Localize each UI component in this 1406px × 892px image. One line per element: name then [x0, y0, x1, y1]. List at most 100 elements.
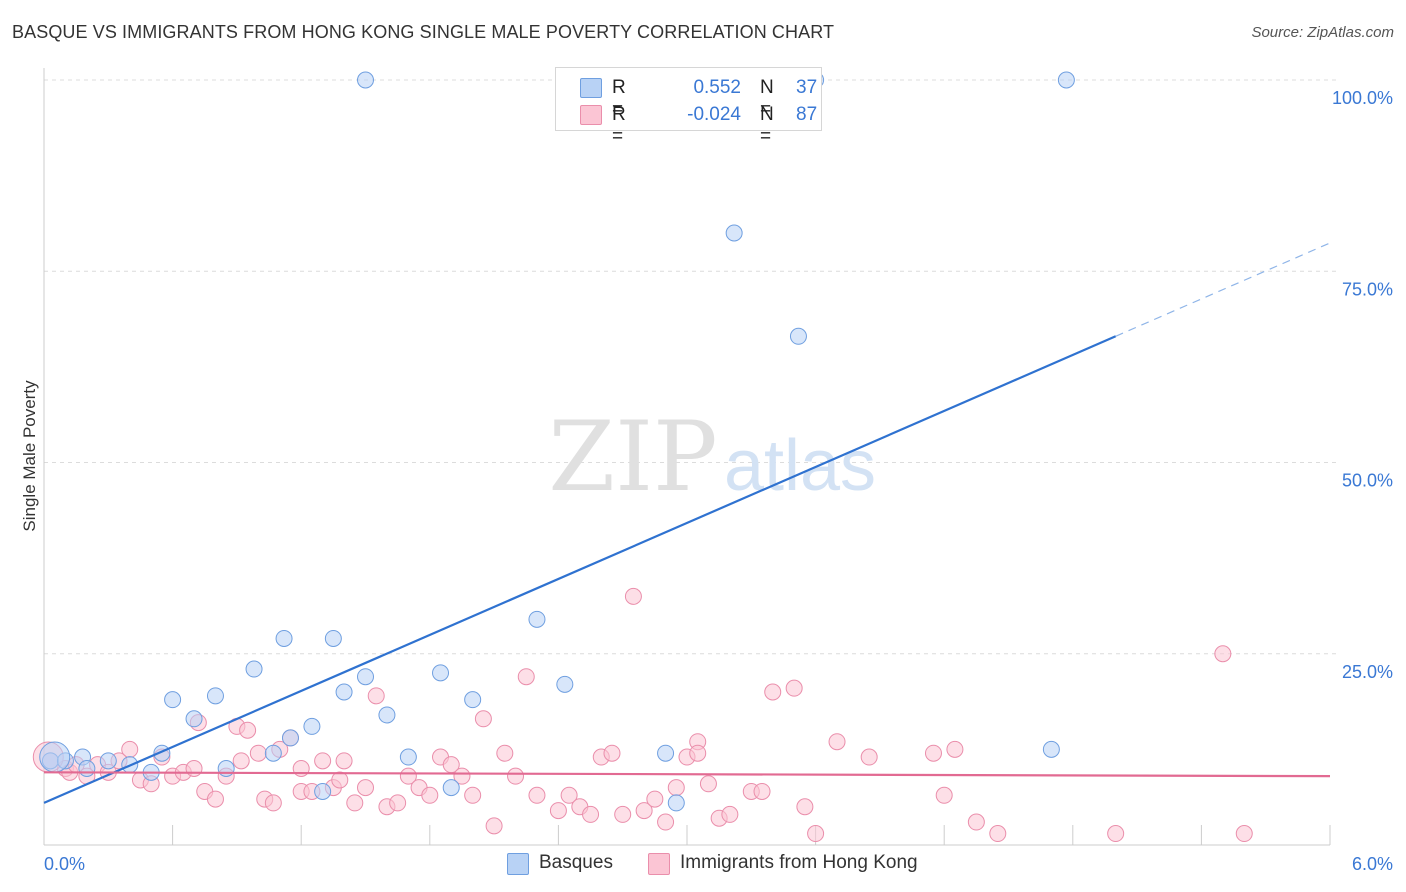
point-basques — [264, 744, 282, 762]
trend-line-basques-extension — [1115, 242, 1331, 337]
point-hong-kong — [399, 767, 417, 785]
point-hong-kong — [239, 721, 257, 739]
watermark-zip: ZIP — [548, 401, 717, 513]
point-hong-kong — [507, 767, 525, 785]
point-basques — [378, 706, 396, 724]
y-tick-label: 75.0% — [1342, 279, 1393, 299]
point-hong-kong — [624, 587, 642, 605]
point-hong-kong — [314, 752, 332, 770]
point-hong-kong — [485, 817, 503, 835]
point-hong-kong — [764, 683, 782, 701]
point-basques — [657, 744, 675, 762]
y-tick-label: 50.0% — [1342, 471, 1393, 491]
point-hong-kong — [496, 744, 514, 762]
point-basques — [667, 794, 685, 812]
point-basques — [245, 660, 263, 678]
point-hong-kong — [549, 802, 567, 820]
legend-n-value: 87 — [796, 104, 818, 125]
legend-n-label: N = — [760, 77, 774, 120]
point-basques — [357, 71, 374, 89]
point-hong-kong — [699, 775, 717, 793]
point-hong-kong — [1235, 825, 1253, 843]
point-hong-kong — [560, 786, 578, 804]
legend-n-value: 37 — [796, 77, 818, 98]
axes — [43, 68, 1331, 846]
point-hong-kong — [421, 786, 439, 804]
point-hong-kong — [646, 790, 664, 808]
point-hong-kong — [517, 668, 535, 686]
point-hong-kong — [657, 813, 675, 831]
point-basques — [528, 610, 546, 628]
point-hong-kong — [206, 790, 224, 808]
point-basques — [789, 327, 807, 345]
tick-labels: 25.0% 50.0% 75.0% 100.0% 0.0% 6.0% — [44, 88, 1393, 874]
point-basques — [432, 664, 450, 682]
point-hong-kong — [331, 771, 349, 789]
point-hong-kong — [346, 794, 364, 812]
chart-title: BASQUE VS IMMIGRANTS FROM HONG KONG SING… — [12, 22, 835, 42]
point-basques — [1057, 71, 1075, 89]
point-basques — [556, 675, 574, 693]
point-hong-kong — [249, 744, 267, 762]
point-basques — [39, 741, 71, 773]
legend-r-label: R = — [612, 77, 626, 120]
point-basques — [78, 760, 96, 777]
point-hong-kong — [753, 782, 771, 800]
point-hong-kong — [635, 802, 653, 820]
point-hong-kong — [935, 786, 953, 804]
point-hong-kong — [989, 825, 1007, 843]
legend-r-label: R = — [612, 104, 626, 147]
y-tick-label: 100.0% — [1332, 88, 1393, 108]
point-hong-kong — [796, 798, 814, 816]
point-basques — [99, 752, 117, 770]
point-basques — [725, 224, 743, 242]
point-hong-kong — [946, 740, 964, 758]
point-hong-kong — [528, 786, 546, 804]
watermark-atlas: atlas — [724, 426, 876, 506]
point-basques — [281, 729, 299, 747]
point-hong-kong — [1107, 825, 1125, 843]
series-label: Basques — [539, 852, 613, 873]
point-hong-kong — [264, 794, 282, 812]
point-basques — [357, 668, 374, 686]
point-basques — [303, 717, 321, 735]
point-hong-kong — [667, 779, 685, 797]
trend-lines — [43, 242, 1331, 804]
point-hong-kong — [828, 733, 846, 751]
point-basques — [464, 691, 482, 709]
point-hong-kong — [785, 679, 803, 697]
point-hong-kong — [357, 779, 374, 797]
point-hong-kong — [1214, 645, 1232, 663]
point-hong-kong — [967, 813, 985, 831]
point-hong-kong — [721, 805, 739, 823]
trend-line-hong-kong — [43, 771, 1331, 778]
legend-swatch-hong-kong — [580, 105, 602, 125]
point-hong-kong — [924, 744, 942, 762]
legend-swatch-basques — [580, 78, 602, 98]
source-label: Source: ZipAtlas.com — [1251, 24, 1394, 41]
point-hong-kong — [474, 710, 492, 728]
point-hong-kong — [232, 752, 250, 770]
point-hong-kong — [453, 767, 471, 785]
point-hong-kong — [689, 744, 707, 762]
legend-n-label: N = — [760, 104, 774, 147]
x-tick-label: 0.0% — [44, 854, 85, 874]
point-basques — [314, 782, 332, 800]
point-hong-kong — [121, 740, 139, 758]
watermark: ZIP atlas — [548, 401, 876, 513]
y-axis-label: Single Male Poverty — [20, 380, 39, 532]
point-hong-kong — [807, 825, 825, 843]
point-hong-kong — [860, 748, 878, 766]
point-hong-kong — [582, 805, 600, 823]
point-basques — [399, 748, 417, 766]
point-hong-kong — [185, 760, 203, 777]
legend-r-value: -0.024 — [687, 104, 741, 125]
point-hong-kong — [389, 794, 407, 812]
x-tick-label: 6.0% — [1352, 854, 1393, 874]
point-basques — [275, 629, 293, 647]
grid-lines — [44, 79, 1340, 655]
stats-legend: R = 0.552 N = 37 R = -0.024 N = 87 — [555, 67, 822, 147]
series-label: Immigrants from Hong Kong — [680, 852, 918, 873]
point-basques — [206, 687, 224, 705]
